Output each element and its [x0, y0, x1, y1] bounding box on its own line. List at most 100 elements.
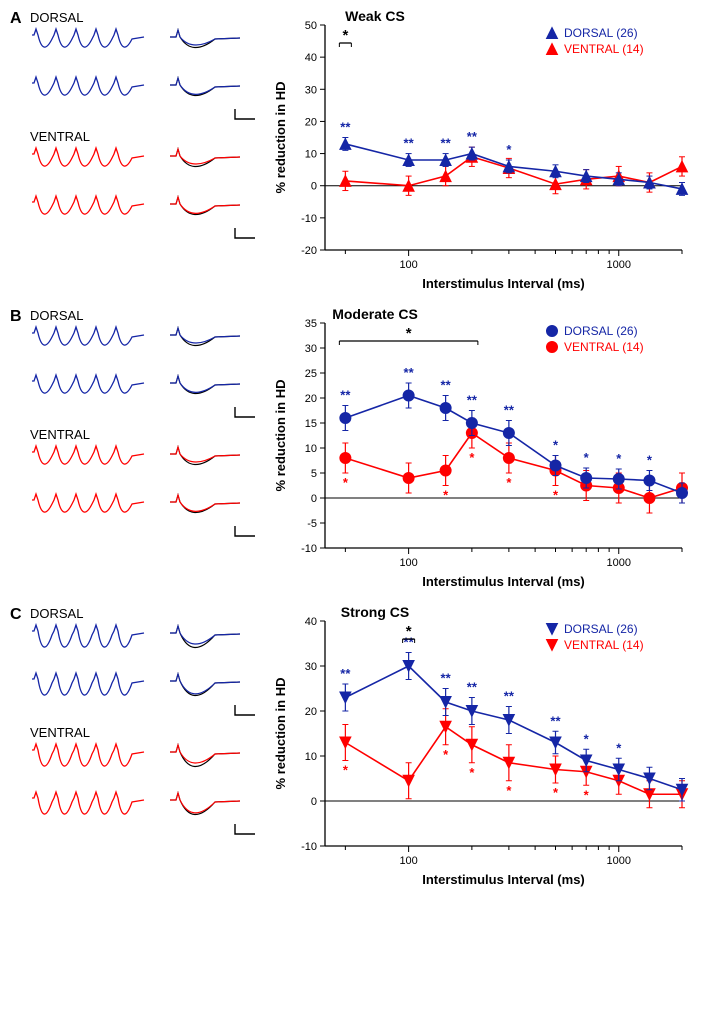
- svg-text:**: **: [550, 713, 561, 728]
- svg-text:DORSAL (26): DORSAL (26): [564, 622, 638, 636]
- panel-c: CStrong CSDORSALVENTRAL-1001020304010010…: [10, 606, 712, 896]
- svg-text:*: *: [506, 142, 512, 157]
- svg-text:30: 30: [305, 661, 317, 673]
- svg-text:10: 10: [305, 751, 317, 763]
- trace-group-ventral: VENTRAL: [30, 129, 270, 242]
- svg-text:*: *: [616, 451, 622, 466]
- panel-letter: B: [10, 308, 30, 326]
- svg-text:**: **: [404, 136, 415, 151]
- svg-text:1000: 1000: [607, 557, 631, 569]
- svg-text:*: *: [647, 453, 653, 468]
- svg-text:5: 5: [311, 468, 317, 480]
- trace-group-ventral: VENTRAL: [30, 725, 270, 838]
- svg-text:-10: -10: [301, 841, 317, 853]
- svg-text:Interstimulus Interval (ms): Interstimulus Interval (ms): [422, 574, 585, 589]
- svg-text:*: *: [553, 488, 559, 503]
- svg-text:25: 25: [305, 368, 317, 380]
- svg-text:20: 20: [305, 393, 317, 405]
- svg-text:10: 10: [305, 443, 317, 455]
- svg-text:1000: 1000: [607, 855, 631, 867]
- svg-text:100: 100: [399, 855, 417, 867]
- panel-a: AWeak CSDORSALVENTRAL-20-100102030405010…: [10, 10, 712, 300]
- panel-letter: A: [10, 10, 30, 28]
- svg-text:100: 100: [399, 557, 417, 569]
- svg-text:100: 100: [399, 259, 417, 271]
- svg-text:15: 15: [305, 418, 317, 430]
- svg-text:-5: -5: [307, 518, 317, 530]
- svg-text:**: **: [441, 136, 452, 151]
- traces-column: Moderate CSDORSALVENTRAL: [30, 308, 270, 546]
- svg-text:0: 0: [311, 493, 317, 505]
- svg-text:**: **: [340, 666, 351, 681]
- svg-text:*: *: [406, 325, 412, 342]
- trace-group-dorsal: DORSAL: [30, 606, 270, 719]
- svg-text:10: 10: [305, 149, 317, 161]
- svg-text:*: *: [616, 740, 622, 755]
- trace-label: DORSAL: [30, 10, 270, 25]
- svg-text:*: *: [506, 475, 512, 490]
- svg-text:-20: -20: [301, 245, 317, 257]
- svg-text:**: **: [504, 689, 515, 704]
- svg-text:DORSAL (26): DORSAL (26): [564, 324, 638, 338]
- svg-text:**: **: [340, 388, 351, 403]
- svg-text:*: *: [443, 747, 449, 762]
- svg-text:**: **: [467, 680, 478, 695]
- svg-text:30: 30: [305, 84, 317, 96]
- trace-group-dorsal: DORSAL: [30, 308, 270, 421]
- svg-text:40: 40: [305, 52, 317, 64]
- svg-text:*: *: [469, 450, 475, 465]
- svg-text:*: *: [553, 785, 559, 800]
- svg-text:20: 20: [305, 706, 317, 718]
- svg-text:30: 30: [305, 343, 317, 355]
- svg-text:*: *: [406, 623, 412, 640]
- svg-text:*: *: [343, 475, 349, 490]
- svg-text:-10: -10: [301, 543, 317, 555]
- trace-label: VENTRAL: [30, 427, 270, 442]
- chart: -20 -10 0 10 20 30 40 50 100 1000 Interstimulus In…: [270, 10, 712, 300]
- svg-text:*: *: [443, 488, 449, 503]
- svg-text:% reduction in HD: % reduction in HD: [273, 82, 288, 194]
- panel-b: BModerate CSDORSALVENTRAL-10-50510152025…: [10, 308, 712, 598]
- svg-text:*: *: [584, 450, 590, 465]
- svg-text:40: 40: [305, 616, 317, 628]
- svg-text:*: *: [343, 763, 349, 778]
- svg-text:20: 20: [305, 116, 317, 128]
- svg-text:*: *: [469, 765, 475, 780]
- panel-letter: C: [10, 606, 30, 624]
- trace-label: VENTRAL: [30, 725, 270, 740]
- svg-text:Interstimulus Interval (ms): Interstimulus Interval (ms): [422, 276, 585, 291]
- svg-text:% reduction in HD: % reduction in HD: [273, 380, 288, 492]
- trace-group-dorsal: DORSAL: [30, 10, 270, 123]
- chart: -10 -5 0 5 10 15 20 25 30 35 100 1000 Interstimulus …: [270, 308, 712, 598]
- trace-group-ventral: VENTRAL: [30, 427, 270, 540]
- svg-text:*: *: [342, 27, 348, 44]
- svg-text:*: *: [584, 787, 590, 802]
- svg-text:**: **: [441, 378, 452, 393]
- svg-text:VENTRAL (14): VENTRAL (14): [564, 340, 644, 354]
- svg-text:Interstimulus Interval (ms): Interstimulus Interval (ms): [422, 872, 585, 887]
- traces-column: Weak CSDORSALVENTRAL: [30, 10, 270, 248]
- svg-text:*: *: [584, 731, 590, 746]
- svg-text:**: **: [441, 671, 452, 686]
- svg-text:1000: 1000: [607, 259, 631, 271]
- svg-text:**: **: [504, 403, 515, 418]
- traces-column: Strong CSDORSALVENTRAL: [30, 606, 270, 844]
- svg-text:**: **: [467, 393, 478, 408]
- svg-text:VENTRAL (14): VENTRAL (14): [564, 638, 644, 652]
- trace-label: DORSAL: [30, 308, 270, 323]
- svg-text:*: *: [506, 783, 512, 798]
- trace-label: VENTRAL: [30, 129, 270, 144]
- svg-text:50: 50: [305, 20, 317, 32]
- svg-text:DORSAL (26): DORSAL (26): [564, 26, 638, 40]
- svg-text:0: 0: [311, 181, 317, 193]
- chart: -10 0 10 20 30 40 100 1000 Interstimulus Interva…: [270, 606, 712, 896]
- svg-text:*: *: [553, 438, 559, 453]
- svg-text:**: **: [340, 120, 351, 135]
- svg-text:-10: -10: [301, 213, 317, 225]
- trace-label: DORSAL: [30, 606, 270, 621]
- svg-text:0: 0: [311, 796, 317, 808]
- svg-text:% reduction in HD: % reduction in HD: [273, 678, 288, 790]
- svg-text:**: **: [404, 365, 415, 380]
- svg-text:VENTRAL (14): VENTRAL (14): [564, 42, 644, 56]
- svg-text:35: 35: [305, 318, 317, 330]
